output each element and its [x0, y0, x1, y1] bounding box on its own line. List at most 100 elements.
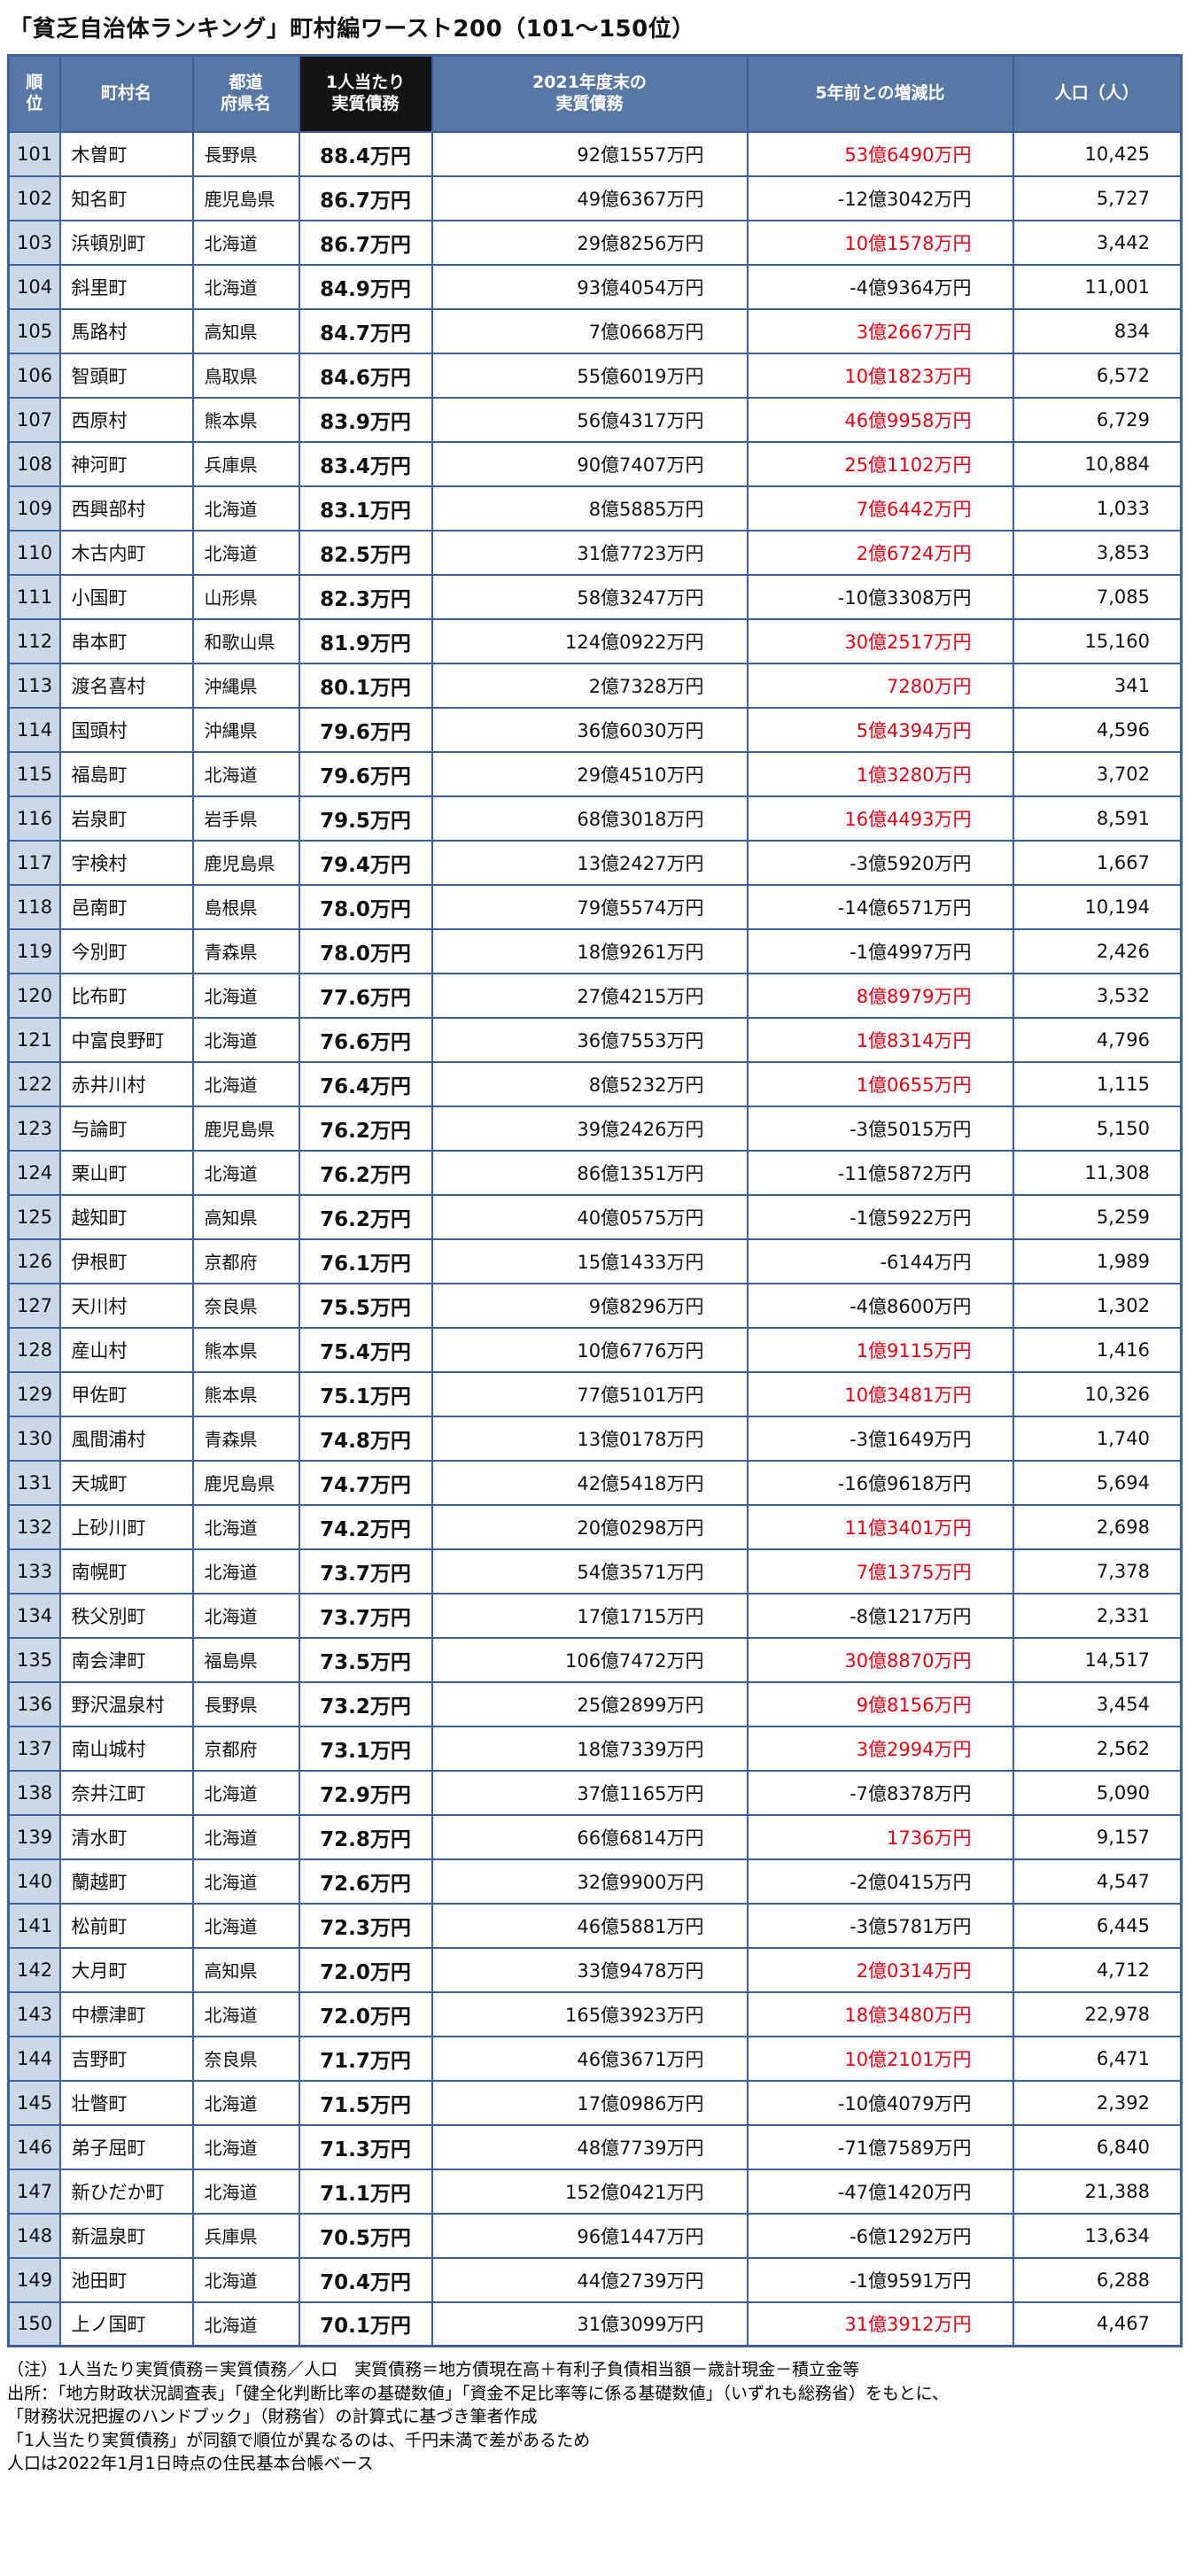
- prefecture-cell: 北海道: [191, 2256, 300, 2303]
- prefecture-cell: 北海道: [191, 1016, 300, 1063]
- prefecture-cell: 長野県: [191, 130, 300, 177]
- town-name-cell: 新温泉町: [58, 2212, 194, 2259]
- population-cell: 5,727: [1012, 175, 1183, 221]
- change-cell: 18億3480万円: [746, 1990, 1014, 2037]
- per-capita-debt-cell: 82.5万円: [298, 529, 433, 576]
- table-row: 110 木古内町 北海道 82.5万円 31億7723万円 2億6724万円 3…: [7, 529, 1183, 576]
- table-row: 130 風間浦村 青森県 74.8万円 13億0178万円 -3億1649万円 …: [7, 1415, 1183, 1462]
- total-debt-cell: 54億3571万円: [431, 1548, 749, 1594]
- header-town-name: 町村名: [58, 54, 194, 133]
- table-row: 124 栗山町 北海道 76.2万円 86億1351万円 -11億5872万円 …: [7, 1149, 1183, 1196]
- population-cell: 6,445: [1012, 1902, 1183, 1949]
- table-row: 143 中標津町 北海道 72.0万円 165億3923万円 18億3480万円…: [7, 1990, 1183, 2037]
- header-total-debt: 2021年度末の 実質債務: [431, 54, 749, 133]
- per-capita-debt-cell: 88.4万円: [298, 130, 433, 177]
- rank-cell: 111: [7, 573, 61, 620]
- total-debt-cell: 46億5881万円: [431, 1902, 749, 1949]
- town-name-cell: 弟子屈町: [58, 2123, 194, 2170]
- total-debt-cell: 49億6367万円: [431, 175, 749, 221]
- change-cell: 31億3912万円: [746, 2301, 1014, 2347]
- rank-cell: 144: [7, 2035, 61, 2082]
- header-population: 人口（人）: [1012, 54, 1183, 133]
- rank-cell: 109: [7, 485, 61, 531]
- total-debt-cell: 31億3099万円: [431, 2301, 749, 2347]
- per-capita-debt-cell: 83.1万円: [298, 485, 433, 531]
- town-name-cell: 西興部村: [58, 485, 194, 531]
- rank-cell: 103: [7, 219, 61, 266]
- total-debt-cell: 77億5101万円: [431, 1370, 749, 1417]
- population-cell: 7,085: [1012, 573, 1183, 620]
- table-row: 144 吉野町 奈良県 71.7万円 46億3671万円 10億2101万円 6…: [7, 2035, 1183, 2082]
- table-row: 133 南幌町 北海道 73.7万円 54億3571万円 7億1375万円 7,…: [7, 1548, 1183, 1594]
- table-row: 139 清水町 北海道 72.8万円 66億6814万円 1736万円 9,15…: [7, 1813, 1183, 1860]
- prefecture-cell: 北海道: [191, 1858, 300, 1905]
- total-debt-cell: 8億5885万円: [431, 485, 749, 531]
- table-row: 115 福島町 北海道 79.6万円 29億4510万円 1億3280万円 3,…: [7, 750, 1183, 797]
- total-debt-cell: 33億9478万円: [431, 1946, 749, 1993]
- rank-cell: 142: [7, 1946, 61, 1993]
- table-row: 150 上ノ国町 北海道 70.1万円 31億3099万円 31億3912万円 …: [7, 2301, 1183, 2347]
- rank-cell: 136: [7, 1680, 61, 1727]
- population-cell: 1,740: [1012, 1415, 1183, 1462]
- per-capita-debt-cell: 79.6万円: [298, 750, 433, 797]
- per-capita-debt-cell: 79.5万円: [298, 795, 433, 842]
- prefecture-cell: 北海道: [191, 1149, 300, 1196]
- per-capita-debt-cell: 81.9万円: [298, 617, 433, 664]
- prefecture-cell: 島根県: [191, 883, 300, 930]
- change-cell: -1億9591万円: [746, 2256, 1014, 2303]
- prefecture-cell: 鹿児島県: [191, 175, 300, 221]
- ranking-table: 順 位 町村名 都道 府県名 1人当たり 実質債務 2021年度末の 実質債務 …: [7, 54, 1183, 2347]
- table-row: 142 大月町 高知県 72.0万円 33億9478万円 2億0314万円 4,…: [7, 1946, 1183, 1993]
- table-row: 103 浜頓別町 北海道 86.7万円 29億8256万円 10億1578万円 …: [7, 219, 1183, 266]
- prefecture-cell: 北海道: [191, 529, 300, 576]
- table-row: 121 中富良野町 北海道 76.6万円 36億7553万円 1億8314万円 …: [7, 1016, 1183, 1063]
- rank-cell: 104: [7, 263, 61, 310]
- total-debt-cell: 37億1165万円: [431, 1769, 749, 1816]
- rank-cell: 141: [7, 1902, 61, 1949]
- population-cell: 8,591: [1012, 795, 1183, 842]
- rank-cell: 139: [7, 1813, 61, 1860]
- population-cell: 10,884: [1012, 440, 1183, 487]
- rank-cell: 121: [7, 1016, 61, 1063]
- total-debt-cell: 36億7553万円: [431, 1016, 749, 1063]
- total-debt-cell: 66億6814万円: [431, 1813, 749, 1860]
- total-debt-cell: 46億3671万円: [431, 2035, 749, 2082]
- prefecture-cell: 北海道: [191, 1592, 300, 1639]
- town-name-cell: 清水町: [58, 1813, 194, 1860]
- total-debt-cell: 90億7407万円: [431, 440, 749, 487]
- change-cell: 10億2101万円: [746, 2035, 1014, 2082]
- town-name-cell: 今別町: [58, 927, 194, 974]
- rank-cell: 107: [7, 396, 61, 443]
- population-cell: 15,160: [1012, 617, 1183, 664]
- prefecture-cell: 京都府: [191, 1238, 300, 1284]
- prefecture-cell: 北海道: [191, 1503, 300, 1550]
- per-capita-debt-cell: 86.7万円: [298, 219, 433, 266]
- population-cell: 11,001: [1012, 263, 1183, 310]
- population-cell: 1,667: [1012, 839, 1183, 886]
- table-row: 120 比布町 北海道 77.6万円 27億4215万円 8億8979万円 3,…: [7, 972, 1183, 1019]
- prefecture-cell: 鳥取県: [191, 352, 300, 399]
- footnote-2: 出所：「地方財政状況調査表」「健全化判断比率の基礎数値」「資金不足比率等に係る基…: [7, 2383, 950, 2403]
- per-capita-debt-cell: 82.3万円: [298, 573, 433, 620]
- table-row: 111 小国町 山形県 82.3万円 58億3247万円 -10億3308万円 …: [7, 573, 1183, 620]
- change-cell: 1億3280万円: [746, 750, 1014, 797]
- rank-cell: 116: [7, 795, 61, 842]
- total-debt-cell: 8億5232万円: [431, 1060, 749, 1107]
- prefecture-cell: 福島県: [191, 1636, 300, 1683]
- prefecture-cell: 熊本県: [191, 396, 300, 443]
- rank-cell: 105: [7, 307, 61, 354]
- per-capita-debt-cell: 79.6万円: [298, 706, 433, 753]
- rank-cell: 128: [7, 1326, 61, 1373]
- rank-cell: 106: [7, 352, 61, 399]
- per-capita-debt-cell: 84.7万円: [298, 307, 433, 354]
- rank-cell: 130: [7, 1415, 61, 1462]
- per-capita-debt-cell: 73.2万円: [298, 1680, 433, 1727]
- rank-cell: 147: [7, 2168, 61, 2215]
- population-cell: 834: [1012, 307, 1183, 354]
- rank-cell: 143: [7, 1990, 61, 2037]
- change-cell: -3億1649万円: [746, 1415, 1014, 1462]
- population-cell: 6,572: [1012, 352, 1183, 399]
- footnote-3: 「財務状況把握のハンドブック」（財務省）の計算式に基づき筆者作成: [7, 2407, 538, 2427]
- change-cell: -11億5872万円: [746, 1149, 1014, 1196]
- town-name-cell: 浜頓別町: [58, 219, 194, 266]
